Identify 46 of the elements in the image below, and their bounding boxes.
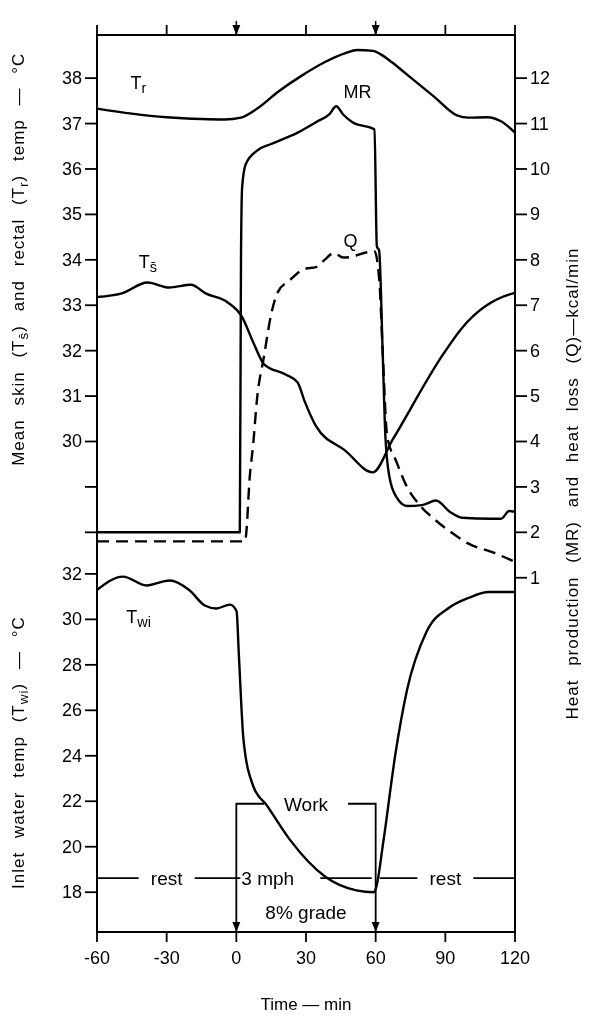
y2-tick-label: 7 [530,295,541,316]
annotation: 8% grade [265,902,347,924]
annotation: rest [150,868,184,890]
annotation: Work [284,793,329,815]
annotation: 3 mph [241,868,295,890]
y2-tick-label: 12 [530,68,551,89]
y-tick-label: 35 [61,204,82,225]
y-tick-label: 37 [61,113,82,134]
y-tick-label: 31 [61,386,82,407]
y2-tick-label: 9 [530,204,541,225]
y3-tick-label: 22 [61,791,82,812]
y2-tick-label: 10 [530,158,551,179]
x-tick-label: -60 [83,948,111,968]
y-tick-label: 38 [61,68,82,89]
y3-tick-label: 26 [61,700,82,721]
y-tick-label: 36 [61,158,82,179]
y3-tick-label: 28 [61,654,82,675]
y-tick-label: 34 [61,249,82,270]
y2-axis-title: Heat production (MR) and heat loss (Q)—kcal/min [563,247,582,720]
y3-tick-label: 20 [61,836,82,857]
y3-tick-label: 18 [61,882,82,903]
y-tick-label: 30 [61,431,82,452]
y-tick-label: 33 [61,295,82,316]
y2-tick-label: 1 [530,567,541,588]
x-tick-label: 30 [295,948,317,968]
y2-tick-label: 6 [530,340,541,361]
y2-tick-label: 2 [530,522,541,543]
x-tick-label: 120 [499,948,531,968]
x-tick-label: 90 [435,948,456,968]
series-label: T$_{wi}$ [126,606,151,630]
y3-tick-label: 24 [61,745,82,766]
y2-tick-label: 11 [530,113,549,134]
x-tick-label: 0 [231,948,242,968]
series-label: T$_{r}$ [130,72,147,97]
y2-tick-label: 5 [530,386,541,407]
series-label: Q [343,230,358,251]
y2-tick-label: 3 [530,476,541,497]
x-tick-label: 60 [365,948,386,968]
annotation: rest [429,868,462,890]
x-axis-title: Time — min [260,995,352,1014]
y2-tick-label: 4 [530,431,541,452]
y-tick-label: 32 [61,340,82,361]
y2-tick-label: 8 [530,249,541,270]
series-label: MR [343,81,372,102]
series-label: T$_{s̄}$ [138,252,157,276]
x-tick-label: -30 [153,948,180,968]
